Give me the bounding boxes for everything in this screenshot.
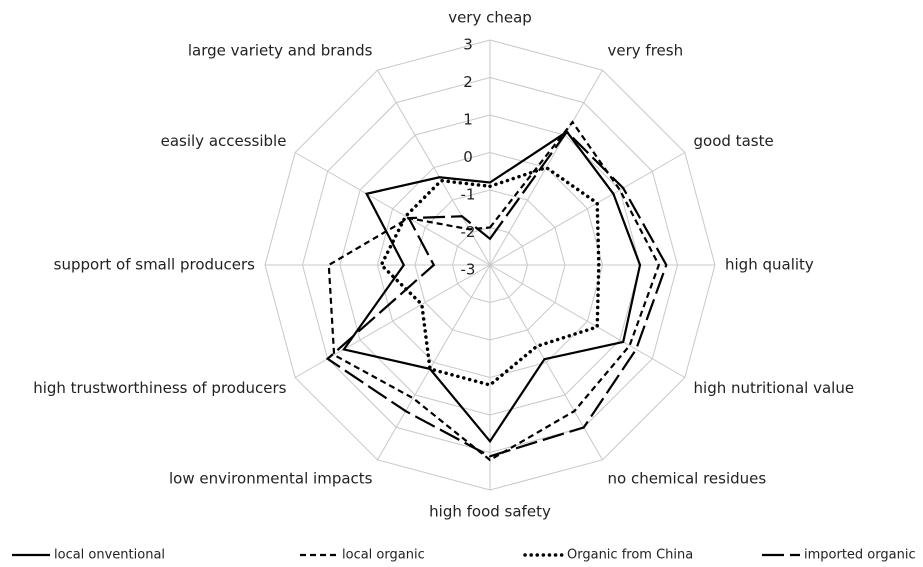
series-line [342,130,642,444]
series-line [379,165,601,387]
category-label: large variety and brands [188,42,373,60]
legend-label: Organic from China [567,548,693,563]
legend-label: local organic [342,548,425,563]
series-line [325,130,668,458]
category-label: high quality [725,256,814,274]
category-label: very fresh [608,42,684,60]
category-label: low environmental impacts [169,469,373,487]
spoke [489,264,686,378]
tick-label: 2 [463,73,473,91]
tick-label: 3 [463,36,473,54]
spoke [489,264,603,461]
category-label: good taste [694,132,774,150]
category-label: high food safety [429,503,551,521]
category-label: very cheap [448,9,532,27]
legend-label: imported organic [804,548,916,563]
tick-label: -3 [461,261,476,279]
tick-label: 0 [463,148,473,166]
spoke [377,264,491,461]
legend-label: local onventional [54,548,165,563]
category-label: high nutritional value [694,379,855,397]
category-label: easily accessible [161,132,287,150]
tick-label: -2 [461,223,476,241]
category-label: high trustworthiness of producers [33,379,286,397]
spoke [489,152,686,266]
tick-label: -1 [461,186,476,204]
spoke [294,152,491,266]
category-label: no chemical residues [608,469,767,487]
category-label: support of small producers [54,256,256,274]
spoke [377,69,491,266]
tick-label: 1 [463,111,473,129]
